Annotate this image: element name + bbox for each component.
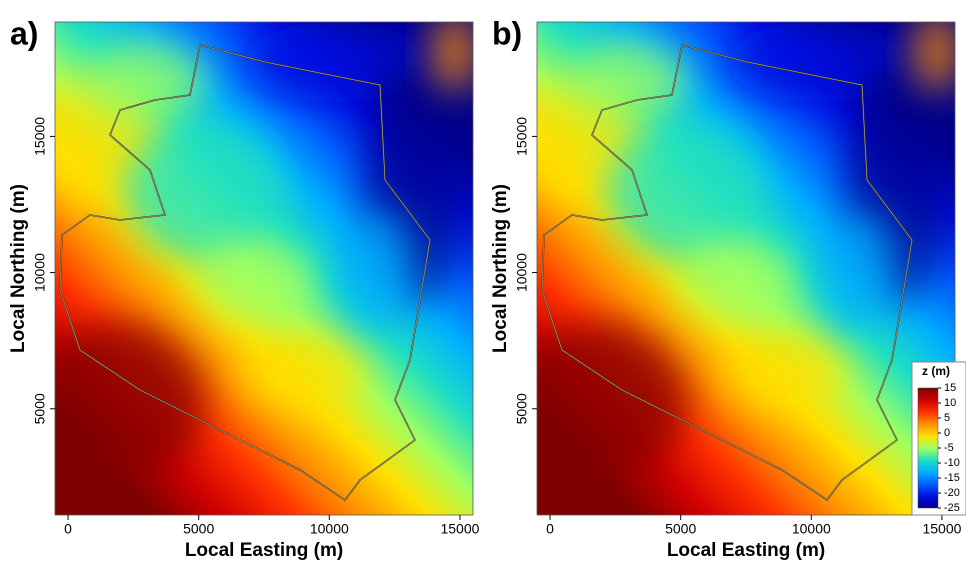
colorbar-tick-label: 10 xyxy=(944,397,956,409)
heatmap-patch xyxy=(817,212,897,332)
heatmap-patch xyxy=(125,122,285,262)
y-tick-label: 5000 xyxy=(514,393,530,424)
heatmap-patch xyxy=(245,22,425,102)
heatmap-patch xyxy=(430,22,473,92)
y-tick-label: 15000 xyxy=(514,117,530,156)
heatmap xyxy=(537,22,955,515)
colorbar-tick-label: 15 xyxy=(944,382,956,394)
heatmap-patch xyxy=(537,322,687,482)
colorbar-tick-label: 5 xyxy=(944,412,950,424)
y-tick-label: 10000 xyxy=(514,253,530,292)
colorbar-tick-label: -5 xyxy=(944,442,954,454)
colorbar-tick-label: -20 xyxy=(944,487,960,499)
y-tick-label: 5000 xyxy=(32,393,48,424)
heatmap-patch xyxy=(727,22,907,102)
x-tick-label: 5000 xyxy=(665,521,696,537)
y-tick-label: 15000 xyxy=(32,117,48,156)
y-axis-label: Local Northing (m) xyxy=(490,184,511,353)
x-tick-label: 0 xyxy=(546,521,554,537)
heatmap-patch xyxy=(677,242,797,322)
colorbar-tick-label: -10 xyxy=(944,457,960,469)
y-axis-label: Local Northing (m) xyxy=(8,184,29,353)
panel-label: b) xyxy=(492,15,522,51)
survey-boundary-inner xyxy=(59,44,431,501)
panel-label: a) xyxy=(10,15,38,51)
x-tick-label: 0 xyxy=(64,521,72,537)
heatmap-patch xyxy=(607,122,767,262)
x-tick-label: 15000 xyxy=(440,521,479,537)
colorbar-scale xyxy=(917,387,939,509)
colorbar: z (m) 15 10 5 0 -5 -10 -15 -20 -25 xyxy=(911,361,966,516)
survey-boundary-inner xyxy=(541,44,913,501)
x-tick-label: 15000 xyxy=(922,521,961,537)
heatmap-patch xyxy=(567,42,687,122)
x-tick-label: 5000 xyxy=(183,521,214,537)
x-tick-label: 10000 xyxy=(792,521,831,537)
y-tick-label: 10000 xyxy=(32,253,48,292)
colorbar-tick-label: -15 xyxy=(944,472,960,484)
colorbar-title: z (m) xyxy=(922,364,950,378)
heatmap-patch xyxy=(912,22,955,92)
colorbar-tick-label: 0 xyxy=(944,427,950,439)
x-axis-label: Local Easting (m) xyxy=(667,540,825,561)
plot-frame xyxy=(536,21,956,516)
heatmap-patch xyxy=(245,332,365,412)
heatmap-patch xyxy=(55,322,205,482)
heatmap-patch xyxy=(195,242,315,322)
colorbar-tick-label: -25 xyxy=(944,502,960,514)
x-tick-label: 10000 xyxy=(310,521,349,537)
panel: 0 5000 10000 15000 5000 10000 15000 Local Easti… xyxy=(490,21,962,561)
heatmap xyxy=(55,22,473,515)
heatmap-patch xyxy=(85,42,205,122)
heatmap-patch xyxy=(335,212,415,332)
plot-frame xyxy=(54,21,474,516)
heatmap-patch xyxy=(727,332,847,412)
panel: 0 5000 10000 15000 5000 10000 15000 Local Easti… xyxy=(8,21,480,561)
x-axis-label: Local Easting (m) xyxy=(185,540,343,561)
